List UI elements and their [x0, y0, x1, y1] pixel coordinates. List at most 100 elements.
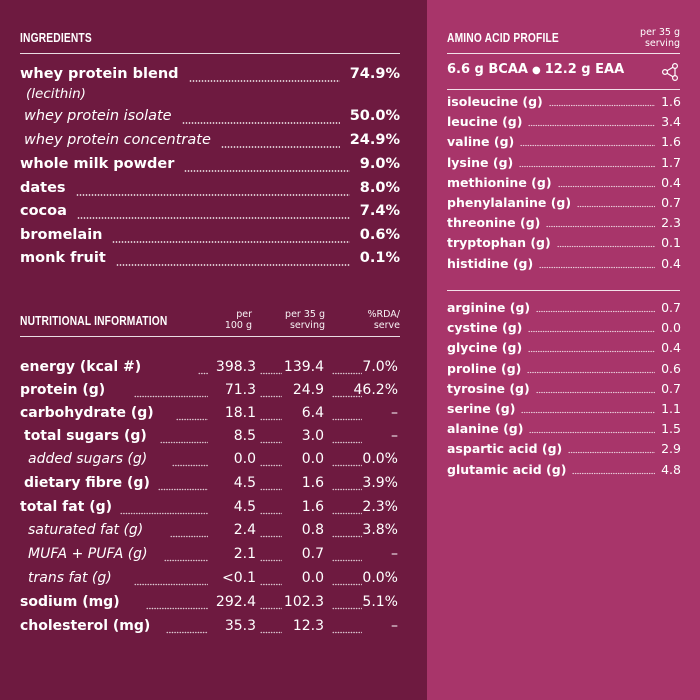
dot-leader: [260, 559, 282, 562]
dot-leader: [528, 350, 656, 354]
amino-row: lysine (g) 1.7: [447, 155, 681, 173]
amino-value: 1.7: [661, 154, 681, 170]
amino-subtitle-line: serving: [644, 37, 680, 49]
amino-row: serine (g) 1.1: [447, 401, 681, 419]
rda-value: 0.0%: [362, 451, 398, 467]
dot-leader: [160, 441, 208, 444]
amino-label: cystine (g): [447, 320, 523, 336]
per-serving-value: 12.3: [292, 618, 324, 634]
dot-leader: [166, 631, 208, 634]
amino-label: isoleucine (g): [447, 94, 543, 109]
ingredient-value: 0.6%: [359, 227, 400, 243]
dot-leader: [176, 418, 208, 421]
dot-leader: [76, 216, 350, 220]
amino-label: glycine (g): [447, 340, 523, 356]
ingredient-value: 0.1%: [359, 250, 400, 266]
nutrition-row: MUFA + PUFA (g) 2.1 0.7 –: [20, 546, 400, 566]
ingredient-row: cocoa 7.4%: [20, 203, 400, 225]
amino-value: 3.4: [661, 114, 681, 130]
ingredient-value: 8.0%: [359, 180, 400, 196]
dot-leader: [134, 395, 208, 398]
amino-label: phenylalanine (g): [447, 195, 572, 210]
bullet-separator: ●: [531, 65, 541, 76]
nutrition-row: added sugars (g) 0.0 0.0 0.0%: [20, 451, 400, 471]
amino-value: 1.6: [661, 134, 681, 150]
nutrition-divider: [20, 336, 400, 337]
dot-leader: [528, 330, 656, 334]
rda-value: –: [391, 405, 398, 421]
column-header-line: per: [236, 309, 252, 320]
nutrition-panel: INGREDIENTS whey protein blend 74.9% (le…: [0, 0, 427, 700]
ingredient-label: dates: [20, 180, 66, 196]
ingredient-row: dates 8.0%: [20, 180, 400, 202]
amino-value: 0.7: [661, 380, 681, 396]
dot-leader: [146, 607, 208, 610]
dot-leader: [520, 144, 656, 148]
nutrition-label: carbohydrate (g): [20, 405, 154, 421]
dot-leader: [170, 535, 208, 538]
amino-row: tryptophan (g) 0.1: [447, 235, 681, 253]
ingredient-value: 9.0%: [359, 156, 400, 172]
dot-leader: [332, 559, 362, 562]
column-header-per-serving: per 35 g serving: [285, 309, 325, 331]
amino-value: 1.1: [661, 401, 681, 416]
amino-label: leucine (g): [447, 114, 523, 130]
amino-label: aspartic acid (g): [447, 441, 563, 457]
per-100g-value: 398.3: [215, 359, 256, 375]
column-header-per-100g: per 100 g: [225, 309, 252, 331]
amino-label: tyrosine (g): [447, 380, 530, 396]
dot-leader: [332, 418, 362, 421]
amino-label: serine (g): [447, 401, 516, 416]
dot-leader: [172, 464, 208, 467]
amino-label: arginine (g): [447, 300, 531, 315]
per-100g-value: <0.1: [222, 570, 256, 586]
amino-row: proline (g) 0.6: [447, 361, 681, 379]
per-100g-value: 0.0: [233, 451, 256, 467]
rda-value: –: [391, 618, 398, 634]
amino-value: 0.4: [661, 255, 681, 271]
nutrition-row: protein (g) 71.3 24.9 46.2%: [20, 382, 400, 402]
amino-row: threonine (g) 2.3: [447, 215, 681, 233]
dot-leader: [260, 441, 282, 444]
amino-value: 1.5: [661, 421, 681, 437]
nutrition-label: total fat (g): [20, 499, 113, 515]
amino-row: glutamic acid (g) 4.8: [447, 462, 681, 480]
nutrition-label: sodium (mg): [20, 594, 120, 610]
amino-row: cystine (g) 0.0: [447, 320, 681, 338]
ingredient-row: bromelain 0.6%: [20, 227, 400, 249]
dot-leader: [556, 245, 656, 249]
nutrition-title: NUTRITIONAL INFORMATION: [20, 314, 168, 328]
nutrition-row: energy (kcal #) 398.3 139.4 7.0%: [20, 359, 400, 379]
nutrition-label: energy (kcal #): [20, 359, 142, 375]
amino-row: histidine (g) 0.4: [447, 256, 681, 274]
dot-leader: [332, 607, 362, 610]
amino-value: 0.4: [661, 174, 681, 190]
nutrition-row: dietary fibre (g) 4.5 1.6 3.9%: [20, 475, 400, 495]
per-serving-value: 3.0: [301, 428, 324, 444]
rda-value: 0.0%: [362, 570, 398, 586]
amino-label: threonine (g): [447, 215, 541, 231]
column-header-line: serving: [289, 320, 325, 331]
rda-value: 2.3%: [362, 499, 398, 515]
ingredient-row: whey protein concentrate 24.9%: [24, 132, 400, 154]
dot-leader: [572, 471, 656, 475]
amino-value: 0.7: [661, 300, 681, 315]
column-header-line: %RDA/: [367, 309, 400, 320]
per-serving-value: 0.7: [301, 546, 324, 562]
amino-subtitle-line: per 35 g: [640, 27, 680, 38]
dot-leader: [198, 372, 208, 375]
per-100g-value: 4.5: [233, 499, 256, 515]
amino-row: leucine (g) 3.4: [447, 114, 681, 132]
dot-leader: [332, 583, 362, 586]
rda-value: –: [391, 428, 398, 444]
nutrition-label: dietary fibre (g): [24, 475, 150, 491]
dot-leader: [260, 631, 282, 634]
dot-leader: [332, 535, 362, 538]
per-serving-value: 0.8: [301, 522, 324, 538]
rda-value: –: [391, 546, 398, 562]
amino-row: phenylalanine (g) 0.7: [447, 195, 681, 213]
amino-label: glutamic acid (g): [447, 461, 567, 477]
amino-divider: [447, 53, 680, 54]
amino-row: alanine (g) 1.5: [447, 421, 681, 439]
ingredient-label: whey protein concentrate: [24, 132, 211, 148]
